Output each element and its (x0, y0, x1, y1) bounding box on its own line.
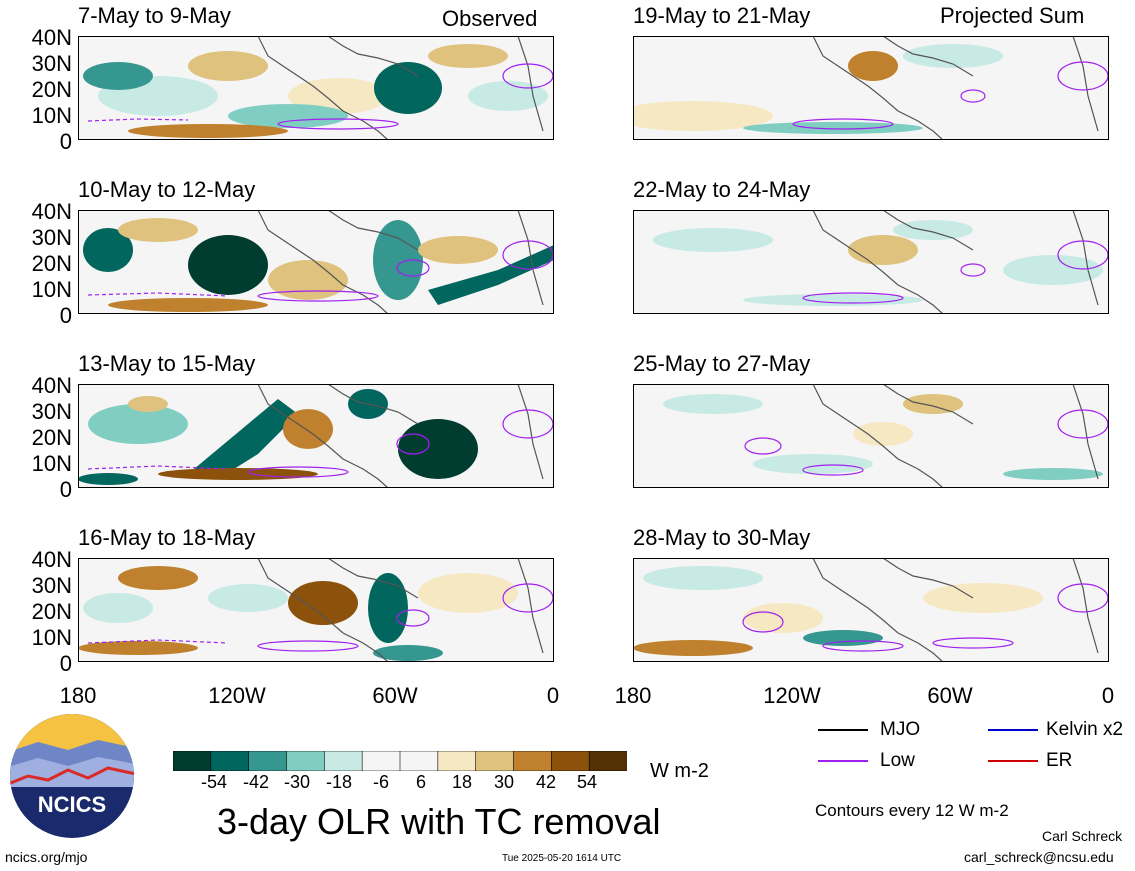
lat-tick-label: 10N (31, 451, 72, 476)
figure-title: 3-day OLR with TC removal (217, 801, 661, 842)
colorbar-tick-label: 6 (415, 772, 427, 792)
lon-tick-label: 60W (927, 683, 973, 708)
colorbar-tick-label: -18 (325, 772, 353, 792)
colorbar-swatch (399, 750, 439, 772)
panel-title: 10-May to 12-May (78, 177, 256, 202)
lat-tick-label: 40N (31, 25, 72, 50)
footer-url: ncics.org/mjo (5, 849, 88, 865)
olr-map-panel (633, 558, 1109, 662)
author-name: Carl Schreck (1042, 828, 1123, 844)
lat-tick-label: 0 (59, 129, 72, 154)
lat-tick-label: 10N (31, 625, 72, 650)
olr-map-panel (78, 384, 554, 488)
colorbar-tick-label: 42 (535, 772, 557, 792)
colorbar-tick-label: -42 (242, 772, 270, 792)
lat-tick-label: 10N (31, 277, 72, 302)
lon-tick-label: 120W (208, 683, 266, 708)
lat-tick-label: 0 (59, 303, 72, 328)
lat-tick-label: 30N (31, 225, 72, 250)
colorbar-swatch (551, 750, 590, 772)
lat-tick-label: 20N (31, 425, 72, 450)
lat-tick-label: 40N (31, 199, 72, 224)
ncics-logo: NCICS (8, 712, 136, 845)
colorbar-swatch (588, 750, 628, 772)
lat-tick-label: 40N (31, 547, 72, 572)
lon-tick-label: 180 (614, 683, 652, 708)
olr-map-panel (78, 36, 554, 140)
er-legend-line (988, 760, 1038, 762)
lat-tick-label: 20N (31, 77, 72, 102)
panel-title: 25-May to 27-May (633, 351, 811, 376)
lat-tick-label: 30N (31, 51, 72, 76)
colorbar-tick-label: 18 (451, 772, 473, 792)
colorbar-swatch (475, 750, 515, 772)
lat-tick-label: 20N (31, 251, 72, 276)
panel-title: 13-May to 15-May (78, 351, 256, 376)
olr-map-panel (78, 210, 554, 314)
colorbar-swatch (437, 750, 477, 772)
author-email: carl_schreck@ncsu.edu (964, 849, 1114, 865)
colorbar-swatch (361, 750, 401, 772)
colorbar-tick-label: 54 (576, 772, 598, 792)
contour-note: Contours every 12 W m-2 (815, 801, 1009, 820)
colorbar-tick-label: -6 (372, 772, 390, 792)
panel-title: 7-May to 9-May (78, 3, 231, 28)
panel-title: 16-May to 18-May (78, 525, 256, 550)
lat-tick-label: 20N (31, 599, 72, 624)
colorbar-swatch (324, 750, 363, 772)
panel-title: 19-May to 21-May (633, 3, 811, 28)
colorbar-swatch (248, 750, 288, 772)
lon-tick-label: 180 (59, 683, 97, 708)
er-legend-label: ER (1046, 750, 1073, 771)
lon-tick-label: 0 (546, 683, 560, 708)
lat-tick-label: 0 (59, 477, 72, 502)
projected-sum-label: Projected Sum (940, 3, 1085, 28)
colorbar-swatch (210, 750, 250, 772)
colorbar (172, 750, 628, 776)
footer-timestamp: Tue 2025-05-20 1614 UTC (502, 853, 622, 864)
low-legend-label: Low (880, 750, 915, 771)
colorbar-swatch (172, 750, 212, 772)
lon-tick-label: 0 (1101, 683, 1115, 708)
kelvin-legend-line (988, 729, 1038, 731)
colorbar-tick-label: -30 (283, 772, 311, 792)
mjo-legend-label: MJO (880, 719, 921, 740)
panel-title: 22-May to 24-May (633, 177, 811, 202)
kelvin-legend-label: Kelvin x2 (1046, 719, 1124, 740)
observed-label: Observed (442, 6, 538, 31)
colorbar-tick-label: 30 (493, 772, 515, 792)
colorbar-units: W m-2 (650, 760, 709, 782)
colorbar-swatch (286, 750, 326, 772)
lat-tick-label: 0 (59, 651, 72, 676)
logo-text: NCICS (38, 792, 106, 817)
lat-tick-label: 30N (31, 399, 72, 424)
colorbar-tick-label: -54 (200, 772, 228, 792)
lon-tick-label: 120W (763, 683, 821, 708)
olr-map-panel (633, 384, 1109, 488)
low-legend-line (818, 760, 868, 762)
lat-tick-label: 30N (31, 573, 72, 598)
panel-title: 28-May to 30-May (633, 525, 811, 550)
lon-tick-label: 60W (372, 683, 418, 708)
colorbar-swatch (513, 750, 553, 772)
mjo-legend-line (818, 729, 868, 731)
olr-map-panel (78, 558, 554, 662)
lat-tick-label: 40N (31, 373, 72, 398)
olr-map-panel (633, 36, 1109, 140)
lat-tick-label: 10N (31, 103, 72, 128)
olr-map-panel (633, 210, 1109, 314)
